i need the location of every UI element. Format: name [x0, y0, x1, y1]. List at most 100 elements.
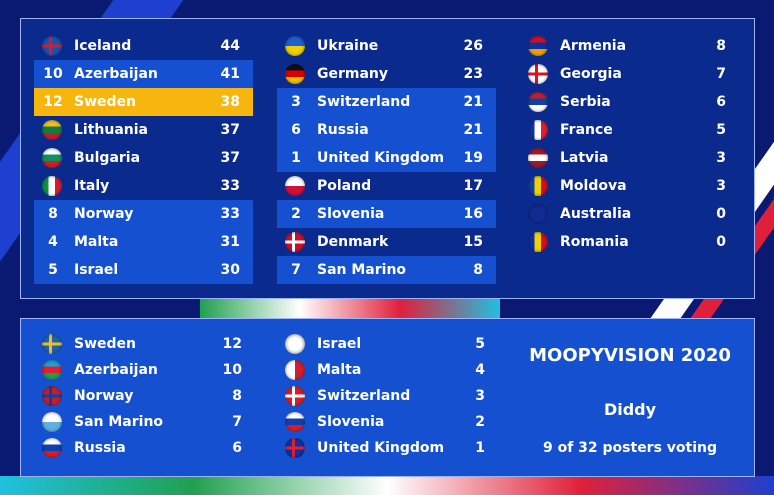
total-points: 38 [220, 94, 240, 110]
flag [42, 386, 62, 406]
flag [285, 64, 305, 84]
country-name: Serbia [560, 94, 611, 110]
country-name: Germany [317, 66, 389, 82]
total-points: 44 [220, 38, 240, 54]
flag [528, 148, 548, 168]
country-name: Georgia [560, 66, 622, 82]
country-name: Lithuania [74, 122, 149, 138]
given-row: San Marino 7 [34, 409, 250, 435]
received-points: 10 [43, 66, 63, 82]
flag [285, 438, 305, 458]
total-points: 31 [220, 234, 240, 250]
flag [528, 64, 548, 84]
voter-name: Diddy [603, 400, 657, 419]
flag [285, 176, 305, 196]
given-points: 6 [232, 440, 242, 456]
country-name: Denmark [317, 234, 389, 250]
flag [42, 176, 62, 196]
given-row: United Kingdom 1 [277, 435, 493, 461]
flag [42, 412, 62, 432]
flag [285, 412, 305, 432]
country-name: Slovenia [317, 414, 385, 430]
total-points: 41 [220, 66, 240, 82]
flag [528, 92, 548, 112]
score-row: France 5 [520, 116, 739, 144]
score-row: Australia 0 [520, 200, 739, 228]
score-row: Moldova 3 [520, 172, 739, 200]
country-name: Iceland [74, 38, 132, 54]
total-points: 19 [463, 150, 483, 166]
country-name: Israel [74, 262, 119, 278]
score-row: Romania 0 [520, 228, 739, 256]
received-points: 2 [291, 206, 301, 222]
given-points: 5 [475, 336, 485, 352]
country-name: Norway [74, 388, 134, 404]
given-row: Malta 4 [277, 357, 493, 383]
score-row: Latvia 3 [520, 144, 739, 172]
flag [285, 36, 305, 56]
total-points: 33 [220, 178, 240, 194]
received-points: 6 [291, 122, 301, 138]
total-points: 21 [463, 122, 483, 138]
total-points: 7 [716, 66, 726, 82]
score-row: Iceland 44 [34, 32, 253, 60]
country-name: Romania [560, 234, 629, 250]
country-name: Italy [74, 178, 110, 194]
country-name: Slovenia [317, 206, 385, 222]
country-name: San Marino [317, 262, 407, 278]
flag [42, 120, 62, 140]
bg-stripe [0, 476, 774, 495]
country-name: United Kingdom [317, 150, 445, 166]
given-points: 2 [475, 414, 485, 430]
flag [285, 334, 305, 354]
total-points: 33 [220, 206, 240, 222]
flag [42, 148, 62, 168]
score-row: 6 Russia 21 [277, 116, 496, 144]
total-points: 3 [716, 150, 726, 166]
received-points: 12 [43, 94, 63, 110]
score-row: 1 United Kingdom 19 [277, 144, 496, 172]
score-row: 10 Azerbaijan 41 [34, 60, 253, 88]
flag [42, 438, 62, 458]
score-row: 3 Switzerland 21 [277, 88, 496, 116]
country-name: Russia [74, 440, 126, 456]
score-row: Lithuania 37 [34, 116, 253, 144]
voting-title: MOOPYVISION 2020 [529, 345, 731, 366]
score-row: 8 Norway 33 [34, 200, 253, 228]
received-points: 3 [291, 94, 301, 110]
total-points: 23 [463, 66, 483, 82]
score-row: Ukraine 26 [277, 32, 496, 60]
given-points: 4 [475, 362, 485, 378]
given-row: Azerbaijan 10 [34, 357, 250, 383]
score-row: Germany 23 [277, 60, 496, 88]
total-points: 21 [463, 94, 483, 110]
flag [528, 232, 548, 252]
score-row: Serbia 6 [520, 88, 739, 116]
received-points: 7 [291, 262, 301, 278]
country-name: Sweden [74, 94, 136, 110]
score-row: 4 Malta 31 [34, 228, 253, 256]
score-row: 12 Sweden 38 [34, 88, 253, 116]
country-name: Azerbaijan [74, 362, 158, 378]
flag [42, 36, 62, 56]
country-name: United Kingdom [317, 440, 445, 456]
country-name: Armenia [560, 38, 627, 54]
flag [285, 360, 305, 380]
country-name: Israel [317, 336, 362, 352]
country-name: San Marino [74, 414, 164, 430]
flag [285, 232, 305, 252]
given-row: Russia 6 [34, 435, 250, 461]
given-row: Israel 5 [277, 331, 493, 357]
given-points: 10 [222, 362, 242, 378]
given-row: Slovenia 2 [277, 409, 493, 435]
score-row: Italy 33 [34, 172, 253, 200]
score-row: Armenia 8 [520, 32, 739, 60]
flag [42, 334, 62, 354]
voting-status: 9 of 32 posters voting [542, 440, 718, 456]
voting-panel [20, 318, 755, 477]
given-row: Switzerland 3 [277, 383, 493, 409]
country-name: Sweden [74, 336, 136, 352]
country-name: France [560, 122, 613, 138]
score-row: 2 Slovenia 16 [277, 200, 496, 228]
